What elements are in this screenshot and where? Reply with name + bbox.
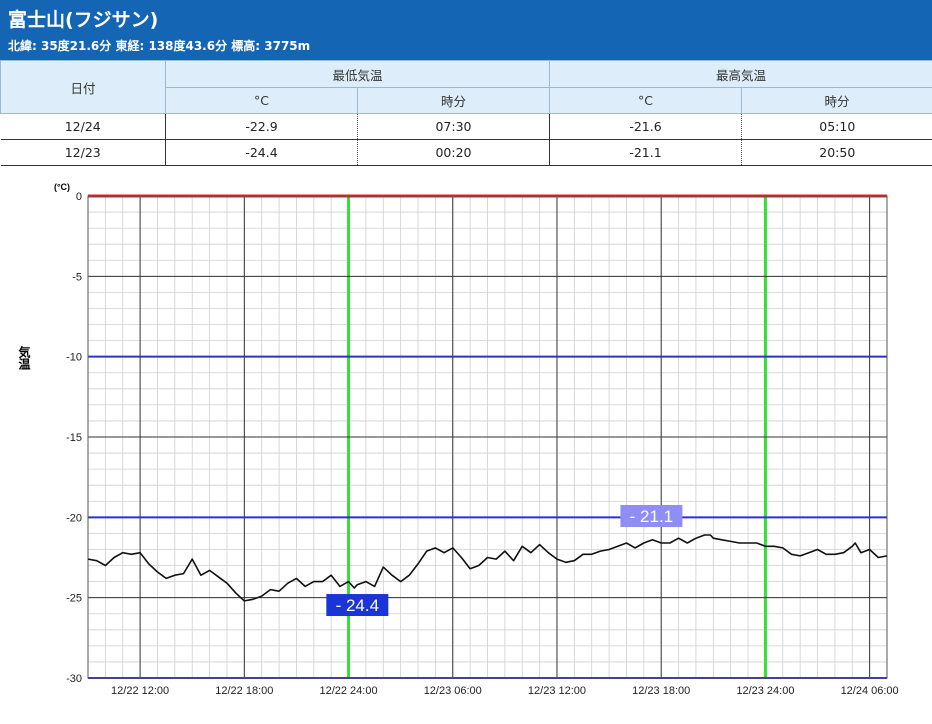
x-tick-label: 12/22 12:00 [111, 685, 169, 697]
y-tick-label: -25 [66, 593, 82, 605]
x-tick-label: 12/23 12:00 [528, 685, 586, 697]
x-tick-label: 12/24 06:00 [841, 685, 899, 697]
x-tick-label: 12/23 06:00 [424, 685, 482, 697]
y-tick-label: -5 [72, 271, 82, 283]
plot-frame [87, 195, 888, 679]
y-tick-label: -15 [66, 432, 82, 444]
row-min-time: 07:30 [356, 113, 550, 140]
row-min-temp: -24.4 [165, 139, 358, 166]
max-unit-header: °C [549, 87, 743, 114]
temperature-chart: 0 -5 -10 -15 -20 -25 -30 12/22 12:00 12/22 18:0… [0, 176, 932, 724]
row-date: 12/24 [0, 113, 166, 140]
station-header: 富士山(フジサン) 北緯: 35度21.6分 東経: 138度43.6分 標高:… [0, 0, 932, 60]
max-time-header: 時分 [741, 87, 932, 114]
x-tick-label: 12/22 18:00 [215, 685, 273, 697]
row-min-temp: -22.9 [165, 113, 358, 140]
row-max-temp: -21.1 [549, 139, 742, 166]
y-axis-label: 気温 [17, 345, 31, 371]
row-min-time: 00:20 [356, 139, 550, 166]
row-max-time: 05:10 [741, 113, 932, 140]
min-value-label-bg [326, 594, 389, 617]
min-temp-header: 最低気温 [164, 60, 551, 88]
row-date: 12/23 [0, 139, 166, 166]
x-tick-label: 12/23 18:00 [632, 685, 690, 697]
row-max-temp: -21.6 [549, 113, 742, 140]
y-tick-label: -30 [66, 673, 82, 685]
max-value-label: - 21.1 [630, 507, 673, 526]
max-value-label-bg [620, 505, 683, 528]
temperature-chart-svg: 0 -5 -10 -15 -20 -25 -30 12/22 12:00 12/22 18:0… [17, 182, 899, 697]
temperature-line [87, 534, 888, 602]
table-row: 12/24 -22.9 07:30 -21.6 05:10 [0, 113, 932, 140]
row-max-time: 20:50 [741, 139, 932, 166]
x-tick-label: 12/22 24:00 [319, 685, 377, 697]
min-unit-header: °C [165, 87, 358, 114]
station-coordinates: 北緯: 35度21.6分 東経: 138度43.6分 標高: 3775m [8, 39, 311, 53]
max-temp-header: 最高気温 [549, 60, 932, 88]
station-name: 富士山(フジサン) [8, 9, 159, 31]
x-tick-label: 12/23 24:00 [736, 685, 794, 697]
table-row: 12/23 -24.4 00:20 -21.1 20:50 [0, 139, 932, 166]
date-column-header: 日付 [0, 60, 166, 114]
min-value-label: - 24.4 [336, 596, 379, 615]
min-time-header: 時分 [356, 87, 551, 114]
y-axis-unit: (°C) [54, 182, 70, 192]
y-tick-label: -20 [66, 512, 82, 524]
temperature-summary-table: 日付 最低気温 最高気温 °C 時分 °C 時分 12/24 -22.9 07:… [0, 60, 932, 166]
y-tick-label: -10 [66, 352, 82, 364]
y-tick-label: 0 [76, 191, 82, 203]
